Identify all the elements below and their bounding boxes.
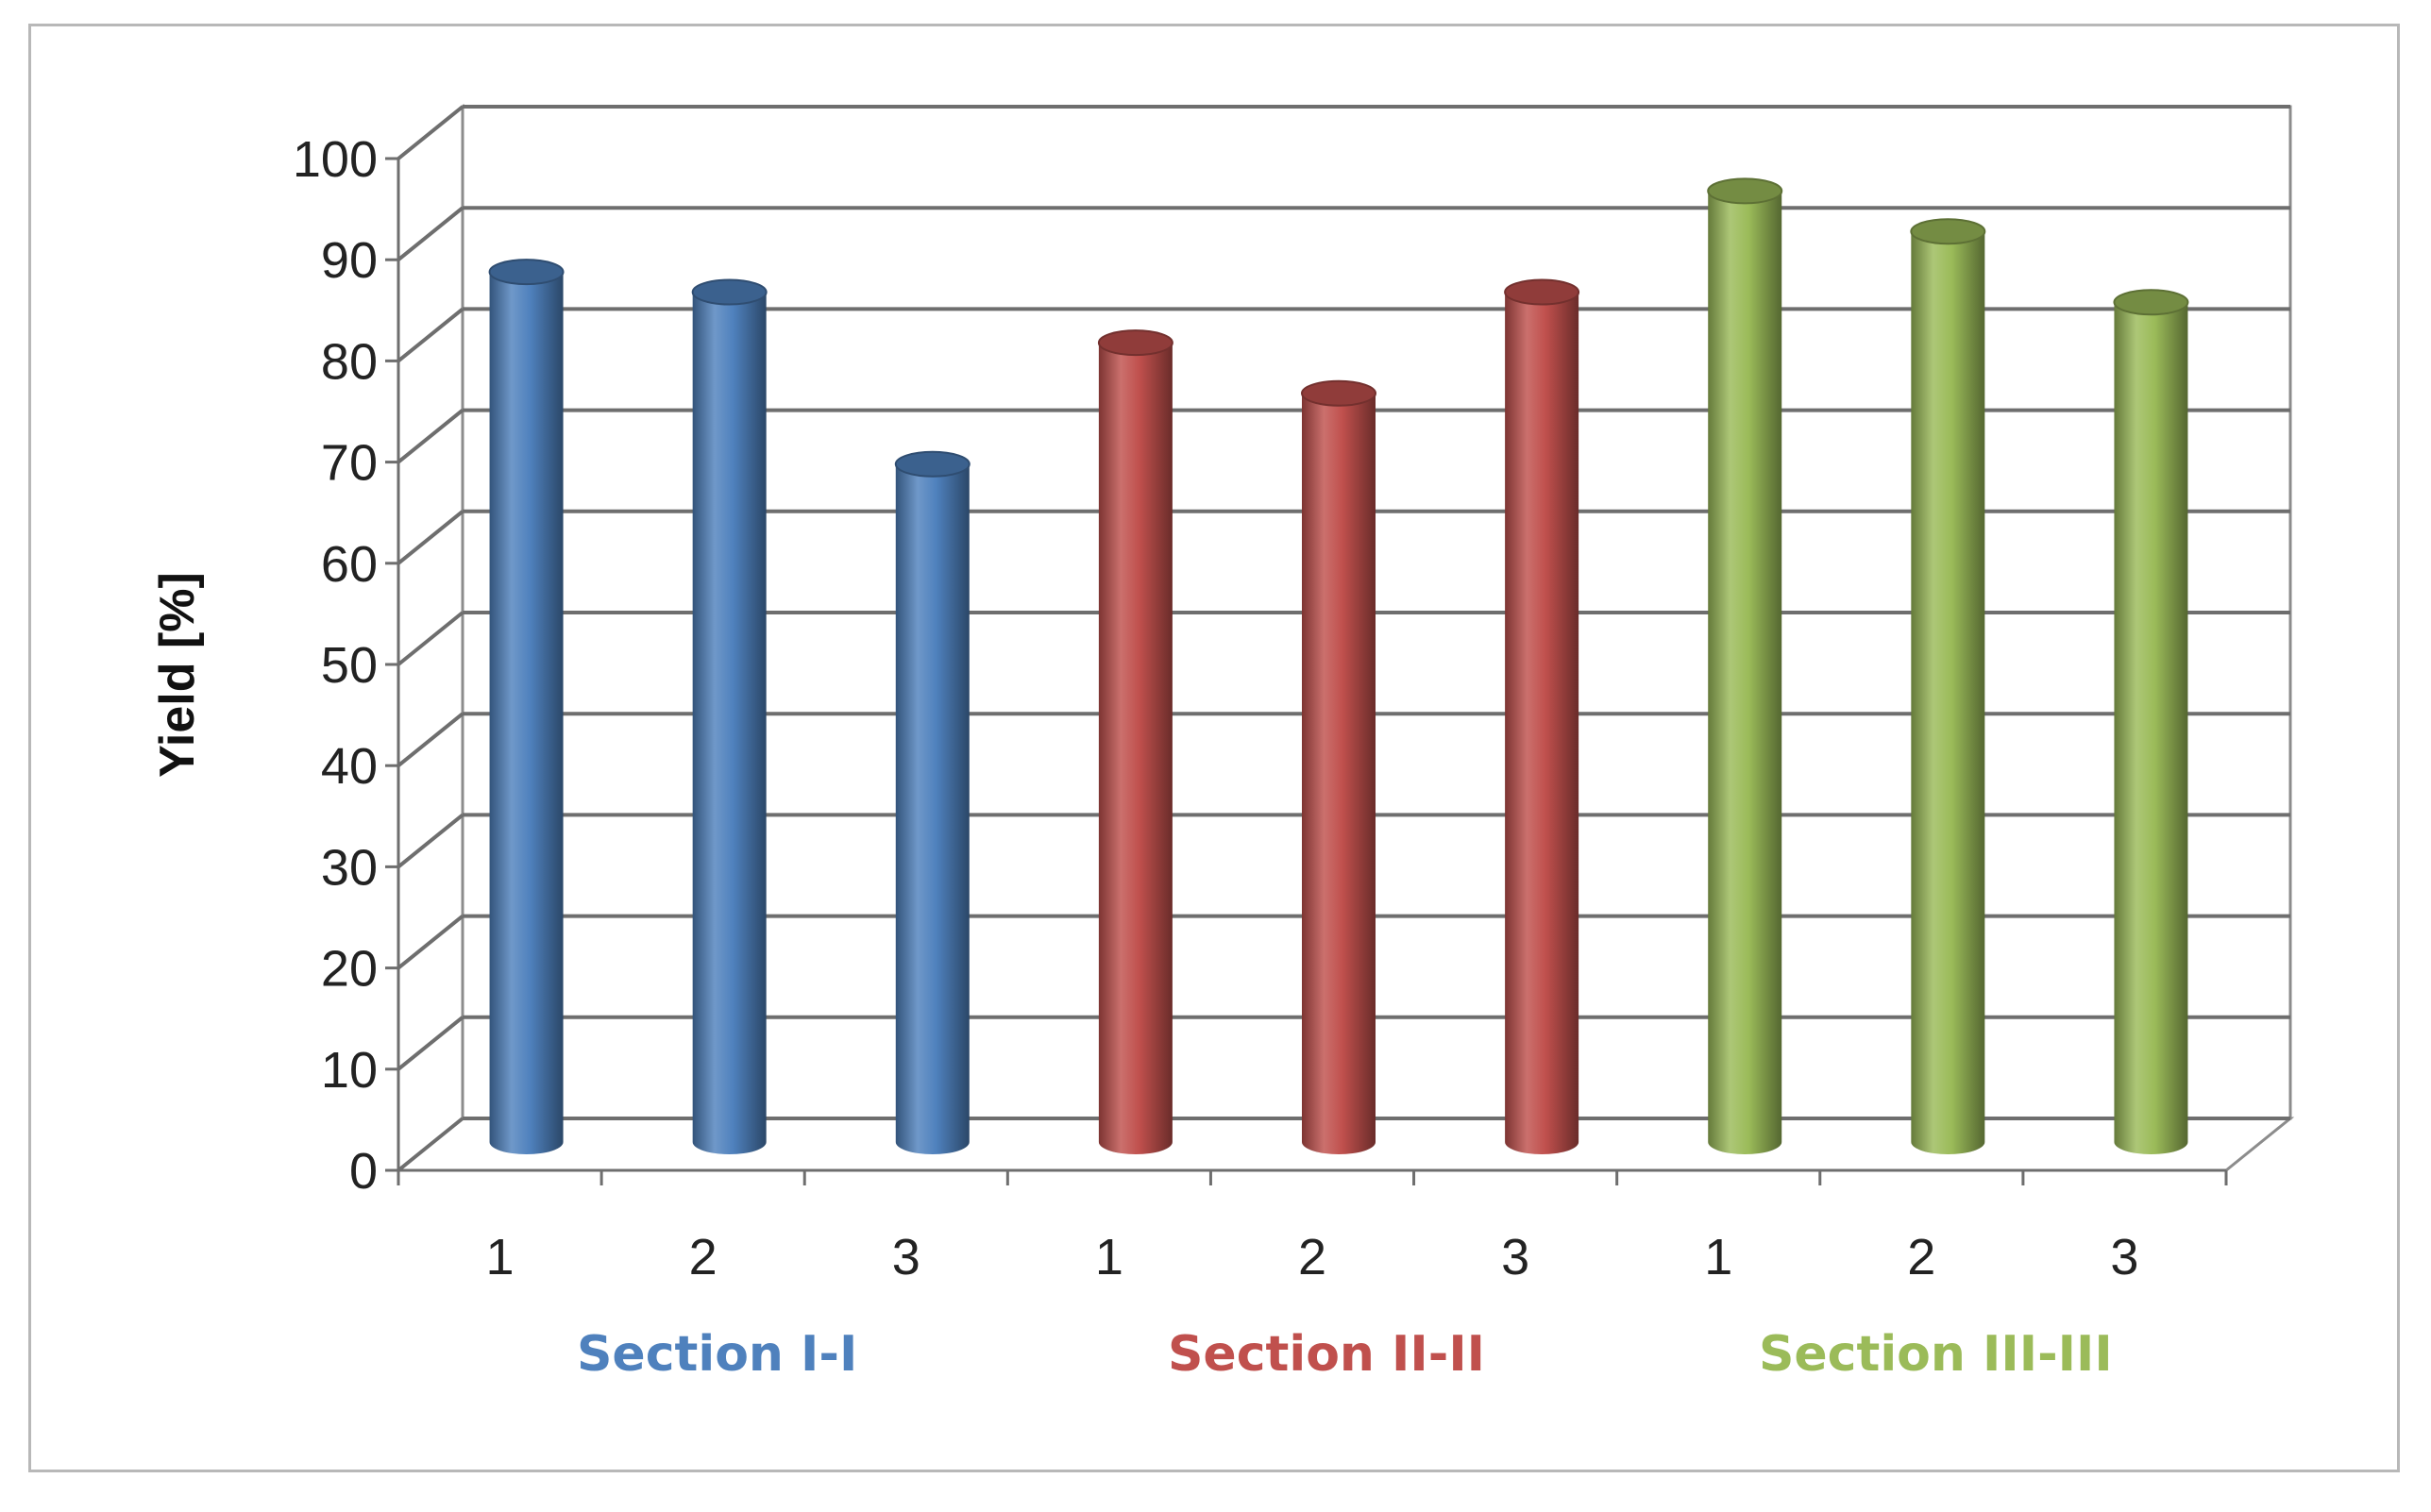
bar-top xyxy=(691,278,768,306)
gridline-side xyxy=(397,510,464,565)
x-tick-label: 1 xyxy=(1704,1229,1732,1285)
gridline-side xyxy=(397,206,464,261)
x-tick-label: 2 xyxy=(689,1229,717,1285)
y-tick-labels: 0 10 20 30 40 50 60 70 80 90 100 xyxy=(293,131,378,1200)
bar-top xyxy=(1097,329,1173,357)
bar-body xyxy=(1098,343,1173,1154)
y-tick-label: 10 xyxy=(321,1042,378,1099)
bar-body xyxy=(895,463,970,1154)
y-tick-label: 20 xyxy=(321,941,378,998)
bar-top xyxy=(1301,379,1376,407)
gridline-side xyxy=(397,1016,464,1071)
y-tick-label: 90 xyxy=(321,232,378,289)
group-label: Section I-I xyxy=(577,1326,857,1383)
group-label: Section III-III xyxy=(1759,1326,2113,1383)
bar-top xyxy=(1910,218,1986,245)
x-tick-label: 2 xyxy=(1907,1229,1935,1285)
bar-body xyxy=(692,292,767,1154)
bar-top xyxy=(2113,289,2189,316)
bar xyxy=(488,259,565,1155)
gridline-side xyxy=(397,611,464,666)
gridline-side xyxy=(397,915,464,970)
x-tick-label: 3 xyxy=(1501,1229,1529,1285)
gridlines xyxy=(397,105,2290,1172)
axes xyxy=(385,157,2228,1185)
x-tick-label: 2 xyxy=(1298,1229,1326,1285)
bar-top xyxy=(488,259,565,286)
y-tick-label: 50 xyxy=(321,637,378,694)
bar xyxy=(1910,218,1986,1154)
y-tick-label: 40 xyxy=(321,738,378,795)
y-axis-title: Yield [%] xyxy=(150,572,205,778)
group-label: Section II-II xyxy=(1168,1326,1485,1383)
gridline-side xyxy=(397,1117,464,1172)
bar xyxy=(1097,329,1173,1154)
bar-top xyxy=(1707,177,1783,205)
y-tick-label: 30 xyxy=(321,839,378,896)
bar-top xyxy=(1504,278,1580,306)
bar xyxy=(1707,177,1783,1154)
y-tick-label: 60 xyxy=(321,536,378,593)
bar-body xyxy=(2114,302,2188,1154)
bar xyxy=(894,450,971,1154)
bar-body xyxy=(1911,231,1985,1154)
bar-body xyxy=(1302,393,1376,1155)
bar-body xyxy=(489,272,564,1155)
y-tick-label: 100 xyxy=(293,131,378,188)
bar-body xyxy=(1505,292,1579,1154)
gridline-side xyxy=(397,409,464,464)
x-tick-label: 1 xyxy=(1095,1229,1123,1285)
gridline-side xyxy=(397,712,464,767)
y-tick-label: 70 xyxy=(321,435,378,492)
bar xyxy=(1301,379,1376,1155)
x-tick-label: 1 xyxy=(486,1229,515,1285)
y-tick-label: 0 xyxy=(349,1143,378,1200)
x-tick-label: 3 xyxy=(892,1229,920,1285)
bar xyxy=(1504,278,1580,1154)
y-tick-label: 80 xyxy=(321,333,378,390)
bar-top xyxy=(894,450,971,478)
gridline-side xyxy=(397,813,464,868)
bar-body xyxy=(1708,191,1782,1154)
x-tick-labels: 1 2 3 1 2 3 1 2 3 xyxy=(486,1229,2139,1285)
bar xyxy=(691,278,768,1154)
x-tick-label: 3 xyxy=(2110,1229,2138,1285)
bars xyxy=(488,177,2189,1155)
gridline-side xyxy=(397,105,464,160)
group-labels: Section I-I Section II-II Section III-III xyxy=(577,1326,2113,1383)
gridline-side xyxy=(397,307,464,362)
bar xyxy=(2113,289,2189,1154)
